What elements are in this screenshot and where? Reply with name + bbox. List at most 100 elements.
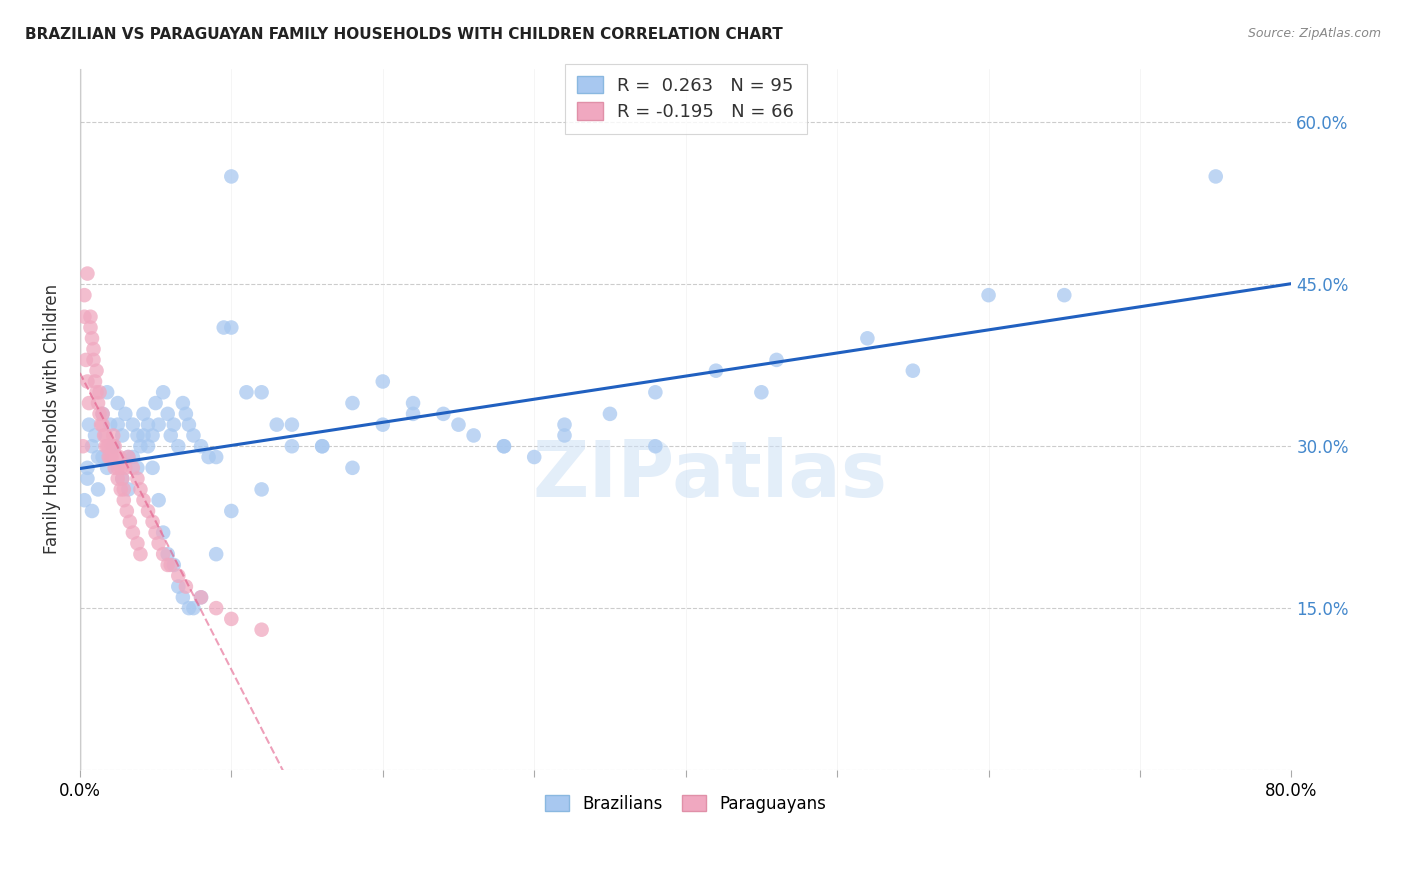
Point	[91, 417, 114, 432]
Point	[856, 331, 879, 345]
Point	[103, 439, 125, 453]
Point	[80, 439, 103, 453]
Point	[1053, 288, 1076, 302]
Point	[118, 515, 141, 529]
Point	[221, 320, 243, 334]
Point	[221, 612, 243, 626]
Point	[86, 364, 108, 378]
Point	[117, 450, 139, 464]
Point	[100, 439, 122, 453]
Point	[167, 439, 190, 453]
Point	[152, 525, 174, 540]
Point	[136, 439, 159, 453]
Point	[104, 439, 127, 453]
Point	[281, 439, 304, 453]
Point	[76, 375, 98, 389]
Point	[84, 375, 107, 389]
Point	[205, 601, 228, 615]
Point	[91, 407, 114, 421]
Point	[205, 547, 228, 561]
Point	[100, 450, 122, 464]
Point	[145, 396, 167, 410]
Point	[129, 483, 152, 497]
Point	[132, 493, 155, 508]
Point	[156, 407, 179, 421]
Point	[80, 331, 103, 345]
Point	[205, 450, 228, 464]
Point	[402, 396, 425, 410]
Point	[108, 450, 131, 464]
Point	[177, 601, 200, 615]
Point	[311, 439, 333, 453]
Point	[86, 385, 108, 400]
Point	[117, 450, 139, 464]
Point	[114, 460, 136, 475]
Point	[599, 407, 621, 421]
Point	[76, 460, 98, 475]
Point	[266, 417, 288, 432]
Text: Source: ZipAtlas.com: Source: ZipAtlas.com	[1247, 27, 1381, 40]
Point	[76, 267, 98, 281]
Point	[110, 483, 132, 497]
Point	[89, 407, 111, 421]
Point	[112, 483, 135, 497]
Point	[402, 407, 425, 421]
Point	[183, 601, 205, 615]
Point	[129, 547, 152, 561]
Point	[174, 407, 197, 421]
Point	[172, 396, 194, 410]
Point	[250, 623, 273, 637]
Point	[96, 460, 118, 475]
Point	[152, 385, 174, 400]
Point	[105, 450, 128, 464]
Point	[371, 417, 394, 432]
Point	[103, 428, 125, 442]
Point	[80, 504, 103, 518]
Point	[190, 591, 212, 605]
Point	[152, 547, 174, 561]
Point	[197, 450, 219, 464]
Point	[221, 169, 243, 184]
Point	[190, 591, 212, 605]
Point	[107, 472, 129, 486]
Point	[212, 320, 235, 334]
Point	[148, 493, 170, 508]
Point	[447, 417, 470, 432]
Point	[73, 310, 96, 324]
Point	[75, 352, 97, 367]
Point	[432, 407, 454, 421]
Point	[83, 352, 105, 367]
Point	[77, 396, 100, 410]
Point	[901, 364, 924, 378]
Point	[250, 483, 273, 497]
Point	[136, 417, 159, 432]
Point	[79, 320, 101, 334]
Point	[371, 375, 394, 389]
Point	[111, 428, 134, 442]
Point	[93, 428, 115, 442]
Point	[72, 439, 94, 453]
Point	[127, 428, 149, 442]
Point	[136, 504, 159, 518]
Point	[311, 439, 333, 453]
Point	[553, 428, 575, 442]
Point	[103, 439, 125, 453]
Point	[342, 396, 364, 410]
Point	[235, 385, 257, 400]
Point	[73, 288, 96, 302]
Point	[97, 450, 120, 464]
Point	[127, 460, 149, 475]
Point	[94, 428, 117, 442]
Legend: Brazilians, Paraguayans: Brazilians, Paraguayans	[534, 783, 838, 825]
Point	[167, 580, 190, 594]
Point	[94, 439, 117, 453]
Point	[83, 342, 105, 356]
Text: BRAZILIAN VS PARAGUAYAN FAMILY HOUSEHOLDS WITH CHILDREN CORRELATION CHART: BRAZILIAN VS PARAGUAYAN FAMILY HOUSEHOLD…	[25, 27, 783, 42]
Point	[190, 439, 212, 453]
Point	[765, 352, 787, 367]
Point	[77, 417, 100, 432]
Text: ZIPatlas: ZIPatlas	[533, 437, 887, 514]
Point	[177, 417, 200, 432]
Point	[704, 364, 727, 378]
Point	[977, 288, 1000, 302]
